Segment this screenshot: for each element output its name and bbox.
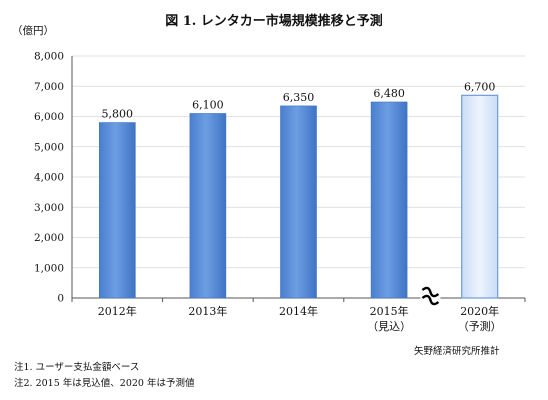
x-tick-label: 2012年	[98, 304, 137, 318]
data-label: 6,480	[373, 87, 405, 100]
y-tick-label: 0	[57, 293, 64, 305]
data-label: 6,100	[192, 98, 224, 111]
x-tick-label: 2020年	[460, 304, 499, 318]
y-tick-label: 5,000	[34, 141, 64, 153]
chart-title: 図 1. レンタカー市場規模推移と予測	[165, 14, 383, 29]
y-tick-label: 8,000	[34, 51, 64, 63]
axis-break-mark	[420, 286, 441, 308]
footnote-2: 注2. 2015 年は見込値、2020 年は予測値	[14, 378, 195, 389]
x-tick-sublabel: （見込）	[367, 320, 411, 333]
y-axis-unit-label: （億円）	[12, 25, 54, 37]
data-label: 6,350	[283, 91, 315, 104]
bar	[370, 101, 408, 299]
y-tick-label: 6,000	[34, 111, 64, 123]
x-tick-label: 2014年	[279, 304, 318, 318]
break-stroke	[421, 294, 440, 306]
y-axis-ticks: 0 1,000 2,000 3,000 4,000 5,000 6,000 7,000 8,00…	[34, 51, 64, 305]
y-tick-label: 3,000	[34, 202, 64, 214]
x-tick-sublabel: （予測）	[458, 319, 502, 333]
source-note: 矢野経済研究所推計	[414, 346, 500, 357]
break-stroke	[421, 286, 440, 298]
y-tick-label: 1,000	[34, 262, 64, 274]
x-tick-label: 2015年	[370, 304, 409, 318]
data-labels: 5,800 6,100 6,350 6,480 6,700	[102, 80, 496, 120]
x-tick-label: 2013年	[188, 304, 227, 318]
data-label: 6,700	[464, 80, 496, 93]
y-tick-label: 7,000	[34, 81, 64, 93]
x-axis-ticks: 2012年 2013年 2014年 2015年 （見込） 2020年（予測）	[71, 298, 526, 333]
bar	[280, 105, 317, 299]
bar	[99, 122, 136, 299]
footnote-1: 注1. ユーザー支払金額ベース	[14, 362, 140, 373]
y-tick-label: 2,000	[34, 232, 64, 244]
data-label: 5,800	[102, 108, 134, 121]
bar	[189, 113, 227, 299]
bar	[461, 94, 499, 299]
bars	[99, 94, 499, 299]
y-tick-label: 4,000	[34, 172, 64, 184]
